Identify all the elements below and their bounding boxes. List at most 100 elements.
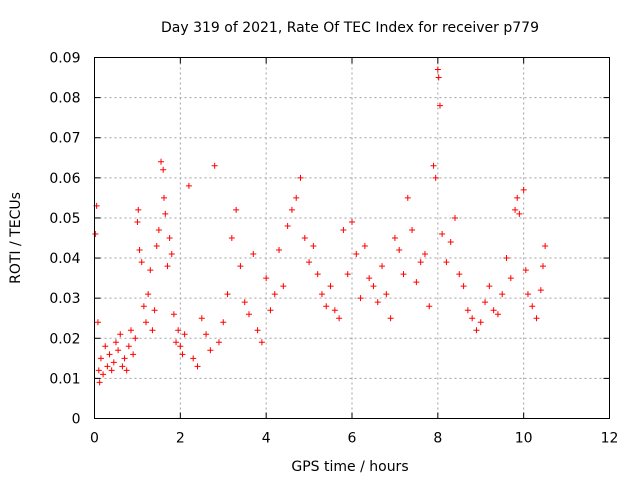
data-point xyxy=(143,319,149,326)
data-point xyxy=(158,158,165,165)
data-point xyxy=(160,166,167,173)
x-tick-label: 2 xyxy=(176,431,185,447)
y-tick-label: 0.01 xyxy=(49,371,80,387)
data-point xyxy=(153,243,160,250)
data-point xyxy=(473,327,480,334)
x-tick-label: 6 xyxy=(348,431,357,447)
data-point xyxy=(520,186,527,193)
data-point xyxy=(224,291,231,298)
x-tick-labels: 0 2 4 6 8 10 12 xyxy=(90,431,618,447)
data-point xyxy=(396,247,403,254)
data-point xyxy=(145,291,152,298)
data-point xyxy=(92,230,99,237)
data-point xyxy=(331,307,338,314)
data-point xyxy=(514,194,521,201)
data-point xyxy=(220,319,227,326)
data-point xyxy=(121,355,128,362)
data-point xyxy=(529,303,536,310)
data-point xyxy=(170,311,177,318)
y-tick-label: 0.08 xyxy=(49,91,80,107)
data-point xyxy=(452,214,458,221)
data-point xyxy=(344,271,351,278)
data-point xyxy=(173,339,180,346)
data-point xyxy=(127,327,134,334)
y-tick-labels: 0 0.01 0.02 0.03 0.04 0.05 0.06 0.07 0.08 0.09 xyxy=(49,51,80,428)
data-point xyxy=(469,315,476,322)
data-point xyxy=(110,359,117,366)
data-point xyxy=(366,275,373,282)
data-point xyxy=(357,295,364,302)
data-point xyxy=(161,194,168,201)
data-point xyxy=(155,226,162,233)
data-point xyxy=(486,283,493,290)
data-point xyxy=(207,347,214,354)
data-point xyxy=(190,355,197,362)
data-point xyxy=(542,243,549,250)
data-point xyxy=(123,367,130,374)
data-point xyxy=(413,279,420,286)
data-point xyxy=(297,174,304,181)
data-point xyxy=(177,343,184,350)
data-point xyxy=(96,379,103,386)
data-point xyxy=(512,206,519,213)
data-point xyxy=(271,291,278,298)
data-points xyxy=(92,66,549,386)
data-point xyxy=(477,319,484,326)
data-point xyxy=(108,367,115,374)
y-axis-title: ROTI / TECUs xyxy=(8,192,24,284)
data-point xyxy=(203,331,210,338)
data-point xyxy=(125,343,132,350)
data-point xyxy=(387,315,394,322)
data-point xyxy=(117,331,124,338)
y-tick-label: 0.06 xyxy=(49,171,80,187)
data-point xyxy=(383,291,390,298)
data-point xyxy=(185,182,192,189)
data-point xyxy=(258,339,265,346)
data-point xyxy=(241,299,248,306)
data-point xyxy=(95,367,102,374)
data-point xyxy=(499,291,506,298)
axis-ticks xyxy=(94,57,610,419)
data-point xyxy=(280,283,287,290)
data-point xyxy=(138,259,145,266)
data-point xyxy=(539,263,546,270)
x-axis-title: GPS time / hours xyxy=(291,459,408,475)
y-tick-label: 0 xyxy=(72,412,81,428)
data-point xyxy=(409,226,416,233)
data-point xyxy=(97,355,104,362)
data-point xyxy=(432,174,439,181)
data-point xyxy=(490,307,497,314)
data-point xyxy=(301,235,308,241)
data-point xyxy=(435,74,442,81)
data-point xyxy=(181,331,188,338)
data-point xyxy=(533,315,540,322)
data-point xyxy=(361,243,368,250)
data-point xyxy=(439,230,446,237)
data-point xyxy=(537,287,544,294)
data-point xyxy=(417,259,424,266)
x-tick-label: 4 xyxy=(262,431,271,447)
data-point xyxy=(494,311,501,318)
data-point xyxy=(194,363,201,370)
data-point xyxy=(370,283,377,290)
y-tick-label: 0.07 xyxy=(49,131,80,147)
data-point xyxy=(464,307,471,314)
data-point xyxy=(314,271,321,278)
data-point xyxy=(263,275,270,282)
data-point xyxy=(503,255,510,262)
data-point xyxy=(211,162,218,169)
x-tick-label: 8 xyxy=(433,431,442,447)
data-point xyxy=(168,251,175,258)
data-point xyxy=(516,210,523,217)
data-point xyxy=(215,339,222,346)
data-point xyxy=(443,259,450,266)
data-point xyxy=(426,303,433,310)
data-point xyxy=(164,263,171,270)
data-point xyxy=(284,222,291,229)
data-point xyxy=(175,327,182,334)
y-tick-label: 0.03 xyxy=(49,291,80,307)
data-point xyxy=(147,267,154,274)
data-point xyxy=(318,291,325,298)
data-point xyxy=(228,235,235,241)
